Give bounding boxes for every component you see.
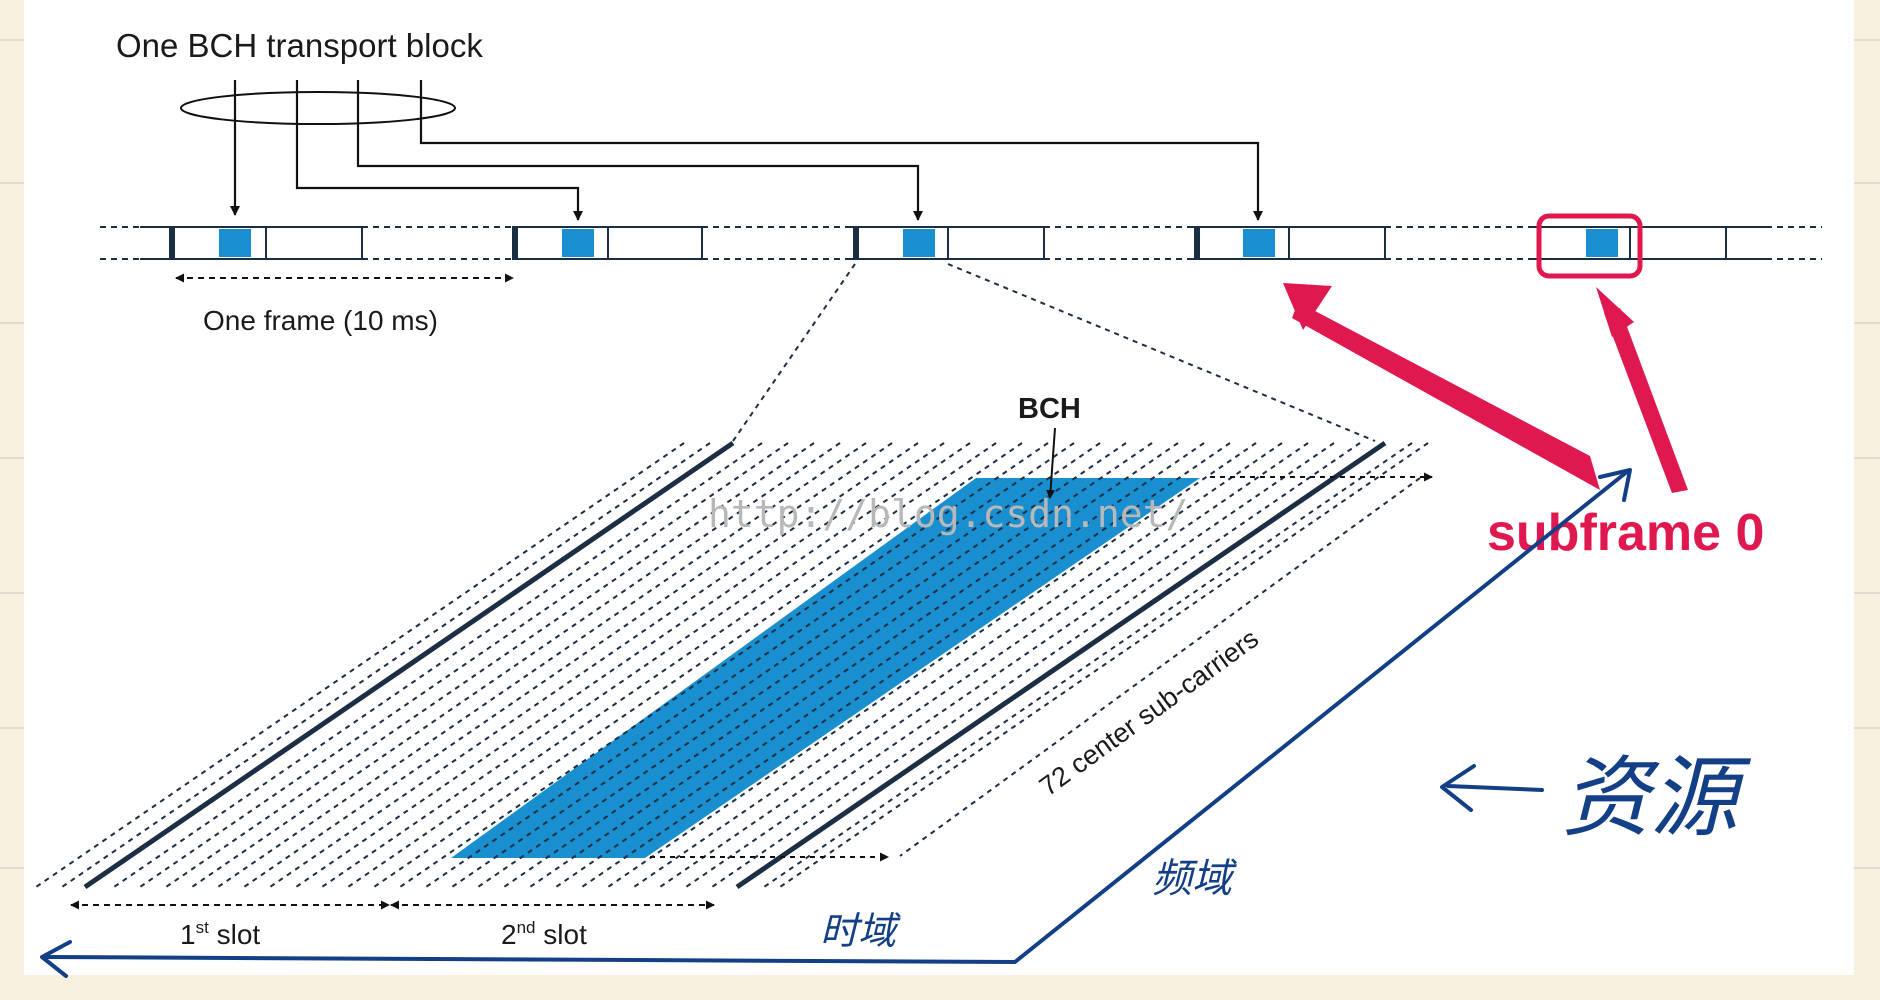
slot-1-label: 1st slot xyxy=(180,918,260,950)
bch-block-frame-2 xyxy=(562,229,594,257)
bch-block-frame-1 xyxy=(219,229,251,257)
frame-1 xyxy=(140,226,363,260)
frame-2 xyxy=(512,226,703,260)
handwritten-resource-label: 资源 xyxy=(1562,746,1752,849)
resource-grid-lines xyxy=(35,442,1429,888)
bch-label: BCH xyxy=(1018,393,1081,425)
one-frame-label: One frame (10 ms) xyxy=(203,305,438,336)
bch-block-ellipse xyxy=(180,91,456,125)
handwritten-time-label: 时域 xyxy=(820,909,901,953)
bch-pointer-arrow xyxy=(1046,427,1056,499)
subframe-0-arrows xyxy=(1283,283,1688,493)
bch-transport-block-label: One BCH transport block xyxy=(116,27,483,64)
subframe-0-highlight-box xyxy=(1536,213,1643,279)
bch-block-frame-3 xyxy=(903,229,935,257)
frame-3 xyxy=(850,226,1045,260)
frame-5 xyxy=(1532,226,1766,260)
frame-4 xyxy=(1192,226,1386,260)
slot-2-label: 2nd slot xyxy=(501,918,587,950)
handwritten-frequency-label: 频域 xyxy=(1152,856,1237,902)
watermark: http://blog.csdn.net/ xyxy=(708,492,1188,536)
bch-routing-arrows xyxy=(230,80,1263,221)
bch-block-frame-5 xyxy=(1586,229,1618,257)
subcarriers-label: 72 center sub-carriers xyxy=(1034,623,1264,802)
subcarrier-span-dashes xyxy=(899,477,1421,857)
slot-boundary-lines xyxy=(83,440,1387,890)
zoom-lines xyxy=(732,263,1376,442)
bch-block-frame-4 xyxy=(1243,229,1275,257)
paper-rule-lines xyxy=(0,39,1880,869)
frame-timeline-dashes xyxy=(100,226,1822,260)
handwritten-axes xyxy=(40,468,1632,978)
subframe-0-label: subframe 0 xyxy=(1487,504,1764,562)
paper-sheet xyxy=(24,0,1854,975)
